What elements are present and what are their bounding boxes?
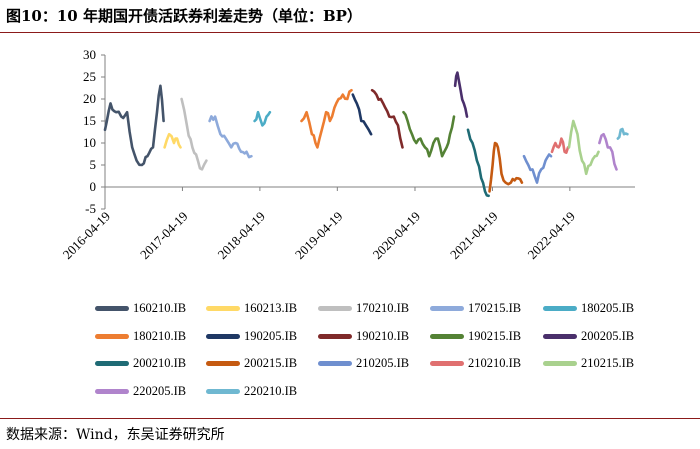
legend-label: 160213.IB: [244, 300, 298, 315]
legend-swatch: [318, 305, 352, 311]
legend-label: 160210.IB: [133, 300, 187, 315]
legend-item: 180210.IB: [95, 328, 186, 344]
spread-line-chart: -5 0 5 10 15 20 25 30 2016-04-19 2017-04-19 2018-0…: [60, 47, 635, 263]
legend-item: 190205.IB: [206, 328, 297, 344]
legend-swatch: [95, 333, 129, 339]
legend-label: 200205.IB: [581, 328, 635, 343]
legend-swatch: [543, 305, 577, 311]
legend-label: 200215.IB: [244, 355, 298, 370]
legend-item: 160213.IB: [206, 300, 297, 316]
legend-swatch: [318, 360, 352, 366]
series-line-180210: [300, 88, 353, 149]
legend-swatch: [206, 333, 240, 339]
legend-item: 210210.IB: [430, 355, 521, 371]
legend-swatch: [430, 305, 464, 311]
series-line-210215: [567, 119, 600, 176]
legend-item: 200205.IB: [543, 328, 634, 344]
legend-swatch: [430, 360, 464, 366]
legend-item: 200215.IB: [206, 355, 297, 371]
legend-label: 200210.IB: [133, 355, 187, 370]
y-tick-label: 10: [83, 135, 96, 150]
legend-swatch: [206, 360, 240, 366]
legend-swatch: [206, 305, 240, 311]
legend-item: 200210.IB: [95, 355, 186, 371]
legend-swatch: [543, 333, 577, 339]
legend-label: 220205.IB: [133, 383, 187, 398]
y-tick-label: 5: [90, 157, 97, 172]
legend-item: 210215.IB: [543, 355, 634, 371]
x-tick-label: 2019-04-19: [292, 209, 346, 263]
series-line-210210: [550, 137, 570, 154]
series-line-170210: [180, 97, 208, 171]
legend-item: 190215.IB: [430, 328, 521, 344]
legend-swatch: [95, 305, 129, 311]
series-line-160210: [103, 84, 165, 167]
legend-swatch: [95, 360, 129, 366]
legend-label: 190210.IB: [356, 328, 410, 343]
figure-title: 图10：10 年期国开债活跃券利差走势（单位：BP）: [6, 7, 362, 25]
legend-label: 170210.IB: [356, 300, 410, 315]
y-tick-label: 25: [83, 69, 96, 84]
series-line-220210: [616, 127, 629, 140]
series-line-200215: [488, 141, 524, 193]
legend-swatch: [206, 388, 240, 394]
title-rule: [0, 32, 700, 33]
legend-item: 170210.IB: [318, 300, 409, 316]
y-tick-label: 20: [83, 91, 96, 106]
y-tick-label: 15: [83, 113, 96, 128]
legend-label: 220210.IB: [244, 383, 298, 398]
x-tick-label: 2022-04-19: [524, 209, 578, 263]
footer-rule: [0, 418, 700, 419]
series-line-170215: [208, 115, 253, 159]
x-tick-label: 2021-04-19: [447, 209, 501, 263]
y-tick-label: 30: [83, 47, 96, 62]
series-line-190210: [370, 88, 404, 149]
y-tick-label: 0: [90, 179, 97, 194]
legend-swatch: [430, 333, 464, 339]
legend-item: 210205.IB: [318, 355, 409, 371]
legend-item: 220205.IB: [95, 383, 186, 399]
legend-label: 190215.IB: [468, 328, 522, 343]
legend-label: 190205.IB: [244, 328, 298, 343]
legend-item: 180205.IB: [543, 300, 634, 316]
legend-swatch: [318, 333, 352, 339]
legend-label: 210215.IB: [581, 355, 635, 370]
y-tick-label: -5: [85, 201, 96, 216]
series-line-200210: [466, 128, 490, 198]
legend-item: 220210.IB: [206, 383, 297, 399]
legend-item: 190210.IB: [318, 328, 409, 344]
series-line-190205: [351, 93, 373, 136]
legend-label: 210210.IB: [468, 355, 522, 370]
series-line-200205: [453, 71, 469, 118]
series-line-190215: [402, 110, 456, 158]
legend-item: 170215.IB: [430, 300, 521, 316]
x-tick-label: 2016-04-19: [60, 209, 114, 263]
series-line-220205: [598, 132, 618, 171]
x-tick-label: 2018-04-19: [214, 209, 268, 263]
legend-label: 180210.IB: [133, 328, 187, 343]
legend-label: 170215.IB: [468, 300, 522, 315]
series-line-160213: [163, 132, 182, 149]
series-line-180205: [253, 110, 272, 127]
series-line-210205: [522, 153, 553, 184]
legend-swatch: [95, 388, 129, 394]
x-tick-label: 2020-04-19: [370, 209, 424, 263]
x-tick-label: 2017-04-19: [137, 209, 191, 263]
legend-label: 210205.IB: [356, 355, 410, 370]
legend-label: 180205.IB: [581, 300, 635, 315]
data-source-note: 数据来源：Wind，东吴证券研究所: [6, 427, 225, 443]
legend-item: 160210.IB: [95, 300, 186, 316]
legend-swatch: [543, 360, 577, 366]
